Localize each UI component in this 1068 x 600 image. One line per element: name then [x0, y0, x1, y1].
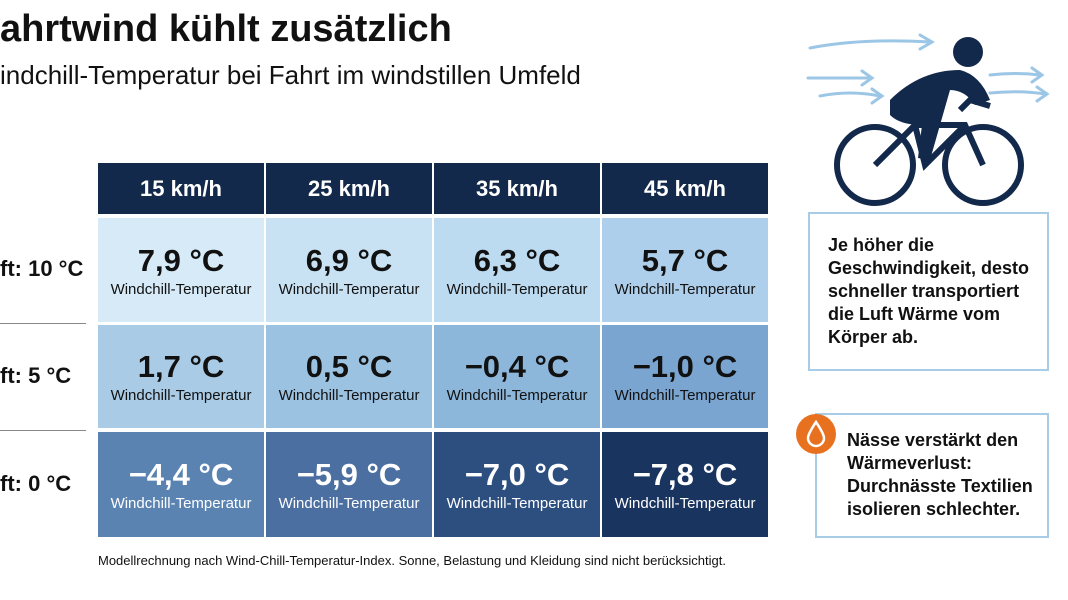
- cell-caption: Windchill-Temperatur: [614, 387, 756, 404]
- table-cell: 1,7 °C Windchill-Temperatur: [98, 325, 264, 428]
- subtitle: indchill-Temperatur bei Fahrt im windsti…: [0, 60, 581, 90]
- table-cell: −4,4 °C Windchill-Temperatur: [98, 432, 264, 537]
- cell-caption: Windchill-Temperatur: [446, 495, 588, 512]
- cell-value: −5,9 °C: [296, 457, 402, 492]
- cell-caption: Windchill-Temperatur: [110, 280, 252, 298]
- separator: [0, 323, 86, 324]
- cell-value: −4,4 °C: [128, 457, 234, 492]
- cell-caption: Windchill-Temperatur: [110, 387, 252, 404]
- cell-caption: Windchill-Temperatur: [278, 495, 420, 512]
- cell-value: 6,3 °C: [473, 242, 561, 278]
- column-header: 35 km/h: [434, 163, 600, 214]
- footnote: Modellrechnung nach Wind-Chill-Temperatu…: [98, 553, 726, 568]
- column-header: 15 km/h: [98, 163, 264, 214]
- cell-value: 1,7 °C: [137, 349, 225, 384]
- table-cell: 7,9 °C Windchill-Temperatur: [98, 218, 264, 322]
- separator: [0, 430, 86, 431]
- cell-caption: Windchill-Temperatur: [446, 280, 588, 298]
- table-cell: −0,4 °C Windchill-Temperatur: [434, 325, 600, 428]
- table-cell: −7,8 °C Windchill-Temperatur: [602, 432, 768, 537]
- table-cell: 6,9 °C Windchill-Temperatur: [266, 218, 432, 322]
- table-cell: 0,5 °C Windchill-Temperatur: [266, 325, 432, 428]
- cell-caption: Windchill-Temperatur: [110, 495, 252, 512]
- table-cell: 6,3 °C Windchill-Temperatur: [434, 218, 600, 322]
- cell-caption: Windchill-Temperatur: [446, 387, 588, 404]
- cyclist-icon: [806, 33, 1050, 206]
- column-header: 45 km/h: [602, 163, 768, 214]
- table-cell: 5,7 °C Windchill-Temperatur: [602, 218, 768, 322]
- note-box: Je höher die Geschwindigkeit, desto schn…: [808, 212, 1049, 371]
- cell-value: 5,7 °C: [641, 242, 729, 278]
- cell-value: 0,5 °C: [305, 349, 393, 384]
- cell-caption: Windchill-Temperatur: [614, 495, 756, 512]
- row-label: ft: 10 °C: [0, 256, 84, 281]
- row-label: ft: 0 °C: [0, 470, 72, 496]
- title: ahrtwind kühlt zusätzlich: [0, 8, 452, 50]
- cell-caption: Windchill-Temperatur: [614, 280, 756, 298]
- column-header: 25 km/h: [266, 163, 432, 214]
- cell-value: 7,9 °C: [137, 242, 225, 278]
- cell-value: 6,9 °C: [305, 242, 393, 278]
- cell-caption: Windchill-Temperatur: [278, 387, 420, 404]
- note-box: Nässe verstärkt den Wärmeverlust: Durchn…: [815, 413, 1049, 538]
- table-cell: −7,0 °C Windchill-Temperatur: [434, 432, 600, 537]
- cell-value: −1,0 °C: [632, 349, 738, 384]
- table-cell: −1,0 °C Windchill-Temperatur: [602, 325, 768, 428]
- water-icon: [796, 414, 836, 454]
- cell-value: −7,0 °C: [464, 457, 570, 492]
- cell-value: −7,8 °C: [632, 457, 738, 492]
- table-cell: −5,9 °C Windchill-Temperatur: [266, 432, 432, 537]
- cell-value: −0,4 °C: [464, 349, 570, 384]
- row-label: ft: 5 °C: [0, 362, 72, 388]
- cell-caption: Windchill-Temperatur: [278, 280, 420, 298]
